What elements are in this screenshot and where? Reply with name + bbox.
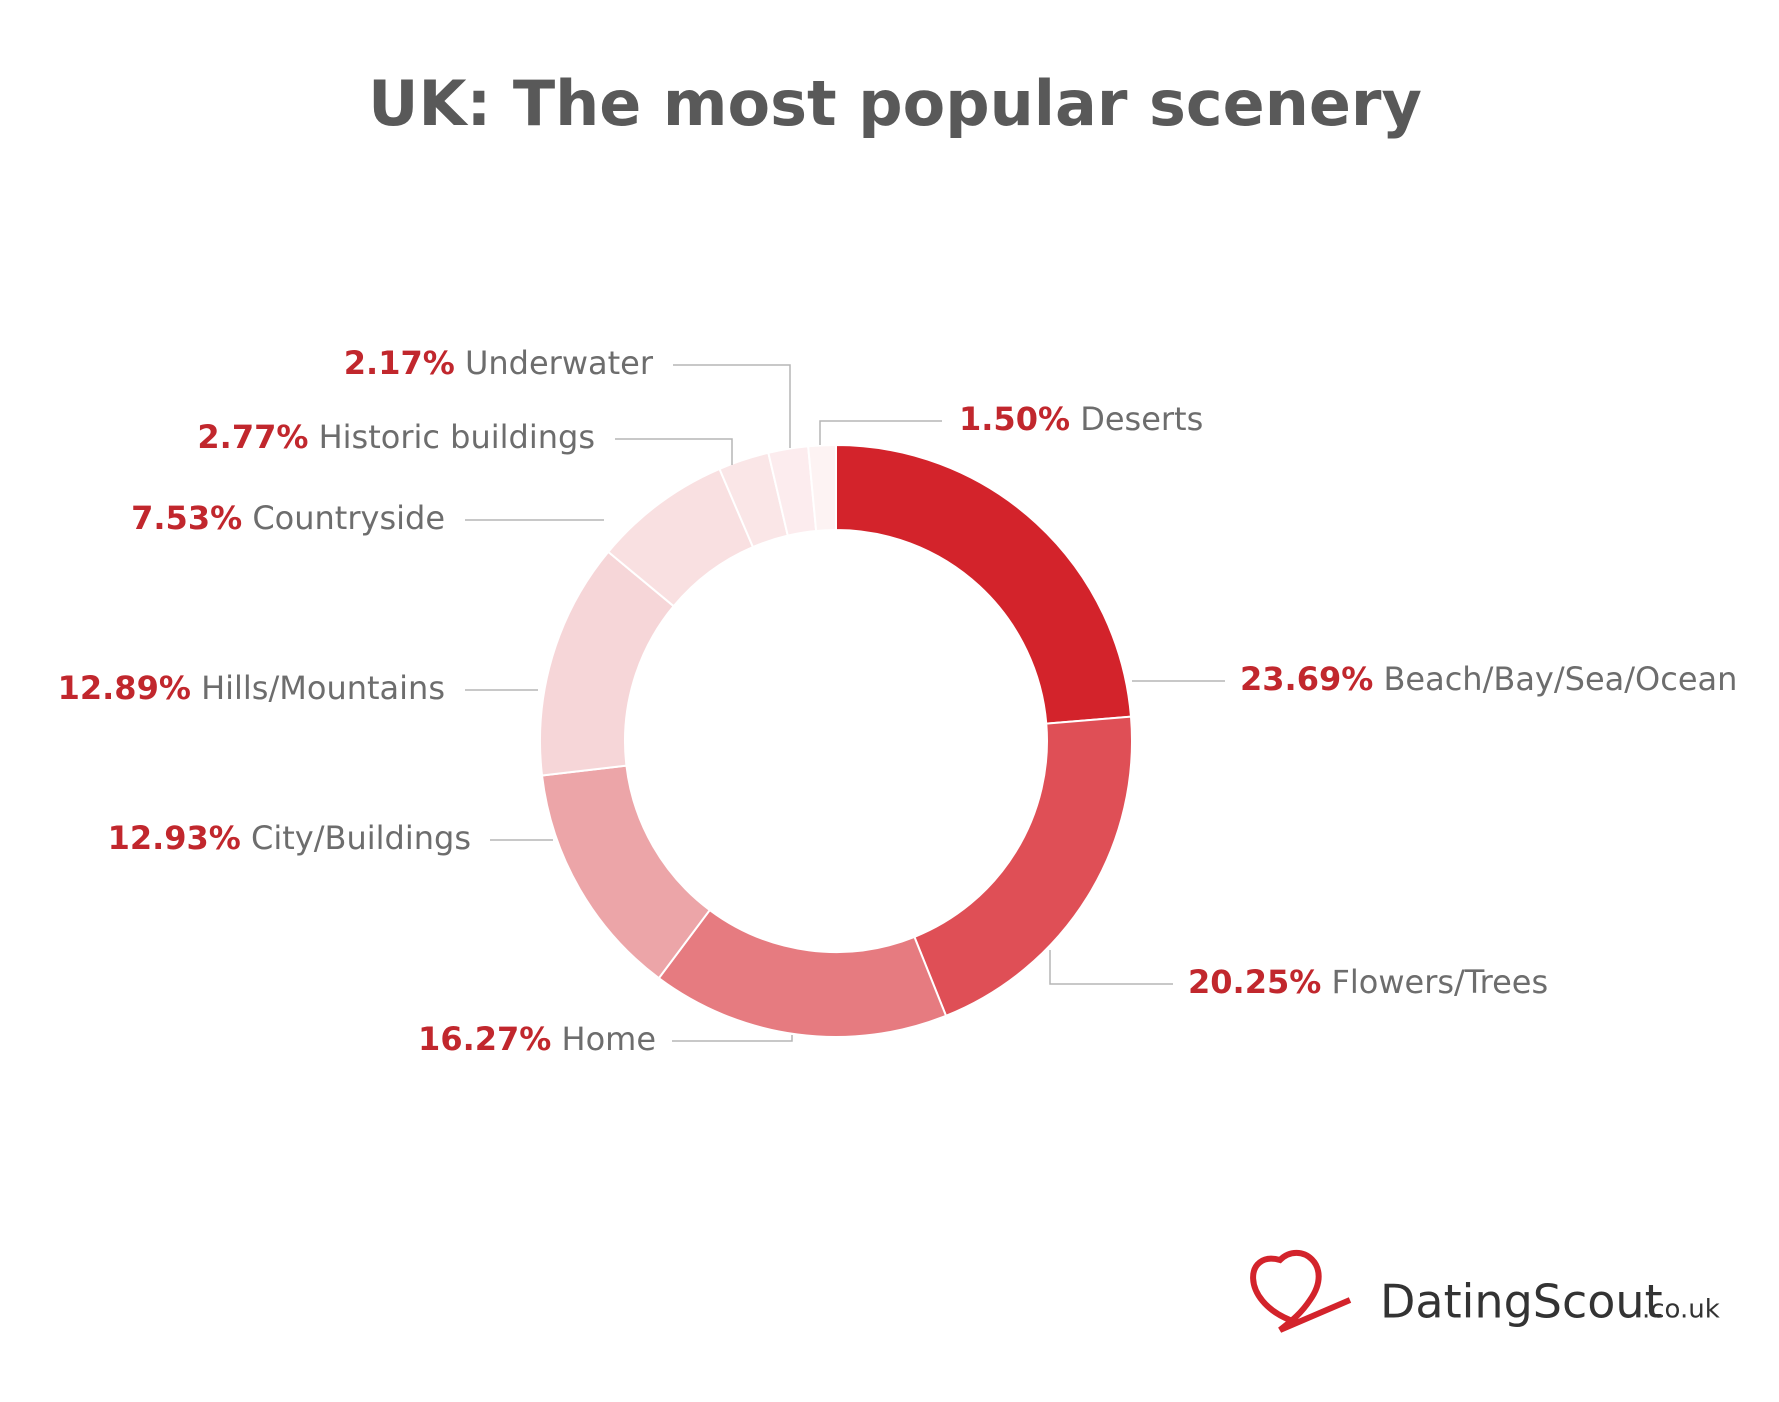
slice-category-label: Deserts [1080, 400, 1203, 438]
slice-label: 23.69% Beach/Bay/Sea/Ocean [1240, 660, 1737, 698]
donut-slice [807, 443, 837, 533]
leader-line [615, 438, 733, 465]
leader-line [672, 1035, 793, 1042]
donut-slice [657, 908, 948, 1038]
logo-domain: .co.uk [1642, 1295, 1720, 1325]
slice-value-label: 16.27% [418, 1020, 551, 1058]
slice-category-label: Historic buildings [319, 418, 595, 456]
slice-category-label: Beach/Bay/Sea/Ocean [1383, 660, 1737, 698]
slice-category-label: Hills/Mountains [201, 669, 445, 707]
slice-category-label: Underwater [465, 344, 654, 382]
slice-label: 2.77% Historic buildings [197, 418, 595, 456]
slice-value-label: 1.50% [959, 400, 1070, 438]
logo-name: DatingScout [1380, 1275, 1663, 1329]
slice-value-label: 2.77% [197, 418, 308, 456]
slice-label: 16.27% Home [418, 1020, 656, 1058]
slice-label: 20.25% Flowers/Trees [1188, 963, 1548, 1001]
slice-value-label: 12.89% [58, 669, 191, 707]
logo-heart [1250, 1249, 1352, 1333]
slice-label: 2.17% Underwater [344, 344, 654, 382]
donut-slice [835, 443, 1133, 725]
slice-label: 12.93% City/Buildings [108, 819, 471, 857]
slice-category-label: Countryside [252, 499, 445, 537]
slice-value-label: 7.53% [131, 499, 242, 537]
leader-line [1049, 950, 1173, 985]
slice-label: 1.50% Deserts [959, 400, 1203, 438]
slice-label: 7.53% Countryside [131, 499, 445, 537]
slice-value-label: 2.17% [344, 344, 455, 382]
slice-category-label: Flowers/Trees [1331, 963, 1548, 1001]
logo: DatingScout .co.uk [1250, 1249, 1720, 1333]
slice-value-label: 23.69% [1240, 660, 1373, 698]
slice-value-label: 12.93% [108, 819, 241, 857]
chart-title: UK: The most popular scenery [368, 67, 1422, 140]
slice-category-label: Home [562, 1020, 657, 1058]
slice-category-label: City/Buildings [251, 819, 471, 857]
donut-slice [913, 715, 1133, 1018]
slice-label: 12.89% Hills/Mountains [58, 669, 445, 707]
slice-value-label: 20.25% [1188, 963, 1321, 1001]
leader-line [819, 420, 942, 445]
leader-line [673, 364, 791, 448]
